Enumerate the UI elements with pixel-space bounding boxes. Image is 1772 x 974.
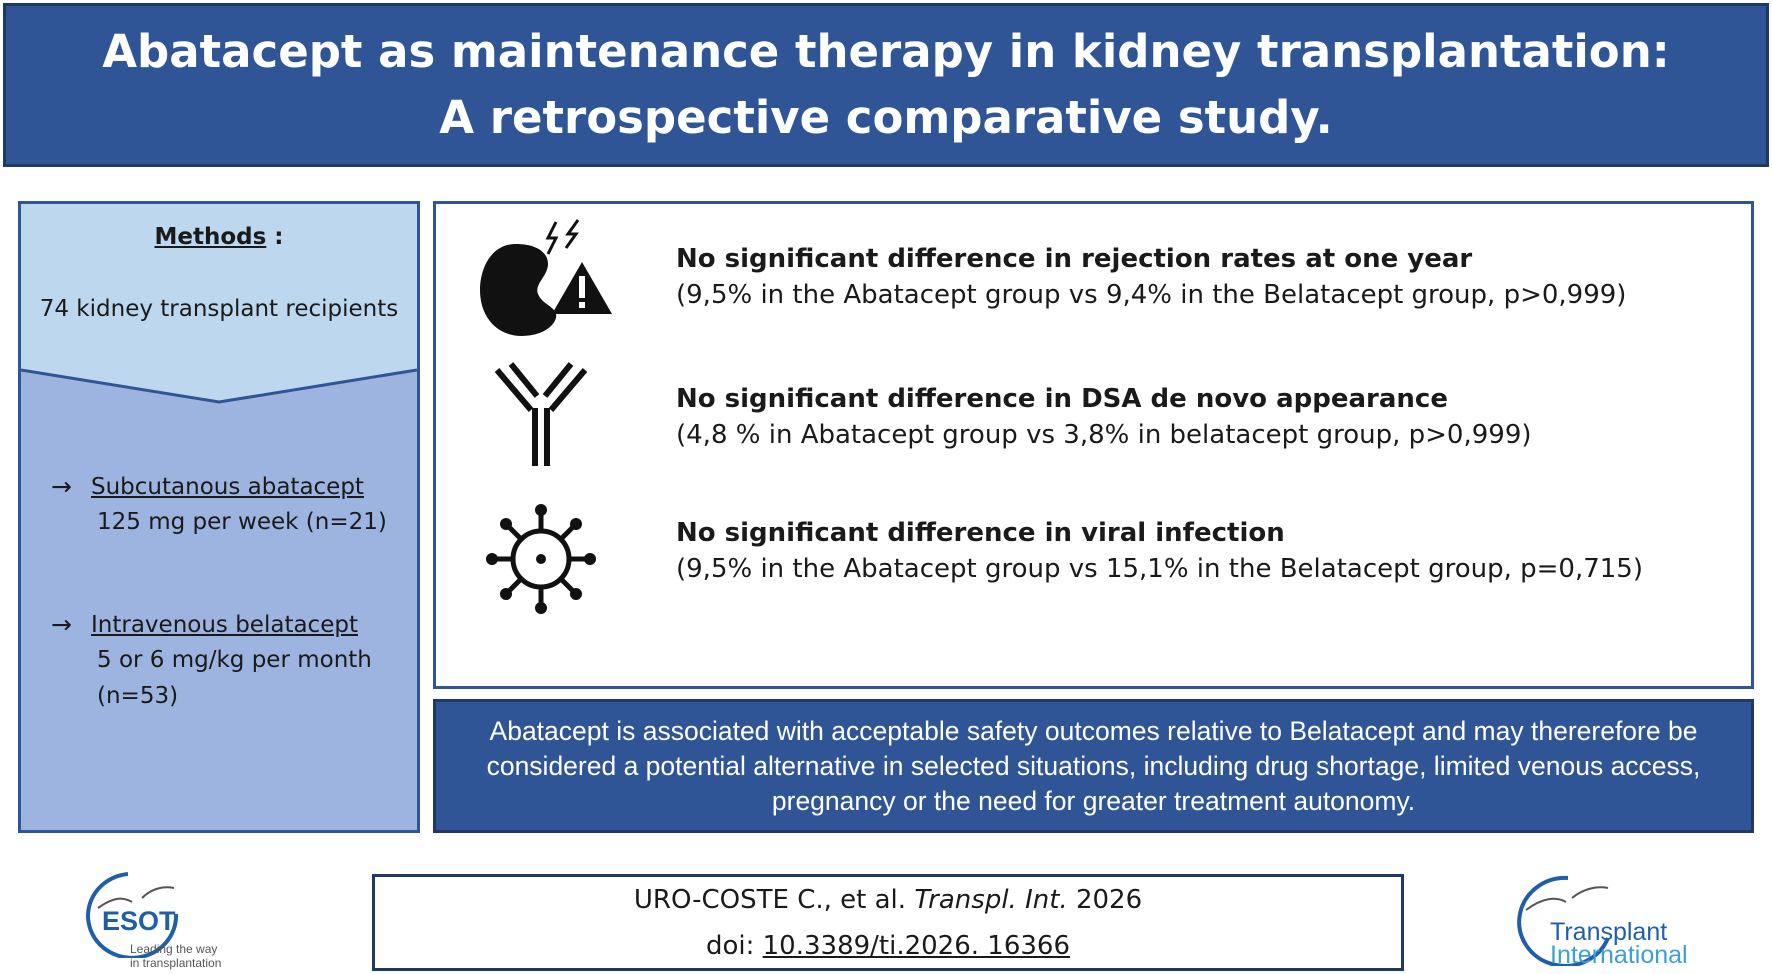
citation-box: URO-COSTE C., et al. Transpl. Int. 2026 … <box>372 874 1404 971</box>
result-viral-detail: (9,5% in the Abatacept group vs 15,1% in… <box>676 554 1643 584</box>
conclusion-box: Abatacept is associated with acceptable … <box>433 699 1754 833</box>
arm-belatacept-n: (n=53) <box>97 683 179 709</box>
esot-logo: ESOT Leading the way in transplantation <box>70 868 250 972</box>
title-banner: Abatacept as maintenance therapy in kidn… <box>3 3 1769 167</box>
kidney-rejection-icon <box>480 219 612 336</box>
doi-link[interactable]: 10.3389/ti.2026. 16366 <box>762 931 1071 961</box>
arm-belatacept-dose: 5 or 6 mg/kg per month <box>97 647 372 673</box>
result-rejection-title: No significant difference in rejection r… <box>676 244 1473 274</box>
esot-emblem-icon <box>86 872 179 958</box>
antibody-icon <box>494 362 588 466</box>
result-viral-title: No significant difference in viral infec… <box>676 518 1285 548</box>
arm-belatacept-name: Intravenous belatacept <box>91 612 358 638</box>
title-line-2: A retrospective comparative study. <box>439 91 1333 144</box>
recipients-count: 74 kidney transplant recipients <box>39 296 399 322</box>
transplant-international-logo: Transplant International <box>1500 868 1730 972</box>
esot-name: ESOT <box>102 906 176 936</box>
results-panel: No significant difference in rejection r… <box>433 201 1754 689</box>
journal-name-line1: Transplant <box>1550 918 1668 946</box>
citation-doi-line: doi: 10.3389/ti.2026. 16366 <box>705 931 1071 961</box>
arm-abatacept-name: Subcutanous abatacept <box>91 474 364 500</box>
journal-name-line2: International <box>1550 941 1688 969</box>
citation-reference: URO-COSTE C., et al. Transpl. Int. 2026 <box>633 885 1143 915</box>
arrow-right-icon: → <box>51 610 72 639</box>
conclusion-text: Abatacept is associated with acceptable … <box>486 715 1701 816</box>
esot-tagline-2: in transplantation <box>130 956 222 970</box>
result-dsa-detail: (4,8 % in Abatacept group vs 3,8% in bel… <box>676 420 1532 450</box>
result-dsa-title: No significant difference in DSA de novo… <box>676 384 1448 414</box>
esot-tagline-1: Leading the way <box>130 942 218 956</box>
title-line-1: Abatacept as maintenance therapy in kidn… <box>102 25 1670 78</box>
virus-icon <box>486 504 596 614</box>
journal-emblem-icon <box>1517 875 1610 966</box>
methods-heading: Methods : <box>154 224 284 250</box>
result-rejection-detail: (9,5% in the Abatacept group vs 9,4% in … <box>676 280 1627 310</box>
methods-panel: Methods : 74 kidney transplant recipient… <box>18 201 420 833</box>
arm-abatacept-dose: 125 mg per week (n=21) <box>97 509 387 535</box>
arrow-right-icon: → <box>51 472 72 501</box>
methods-background <box>21 204 417 404</box>
